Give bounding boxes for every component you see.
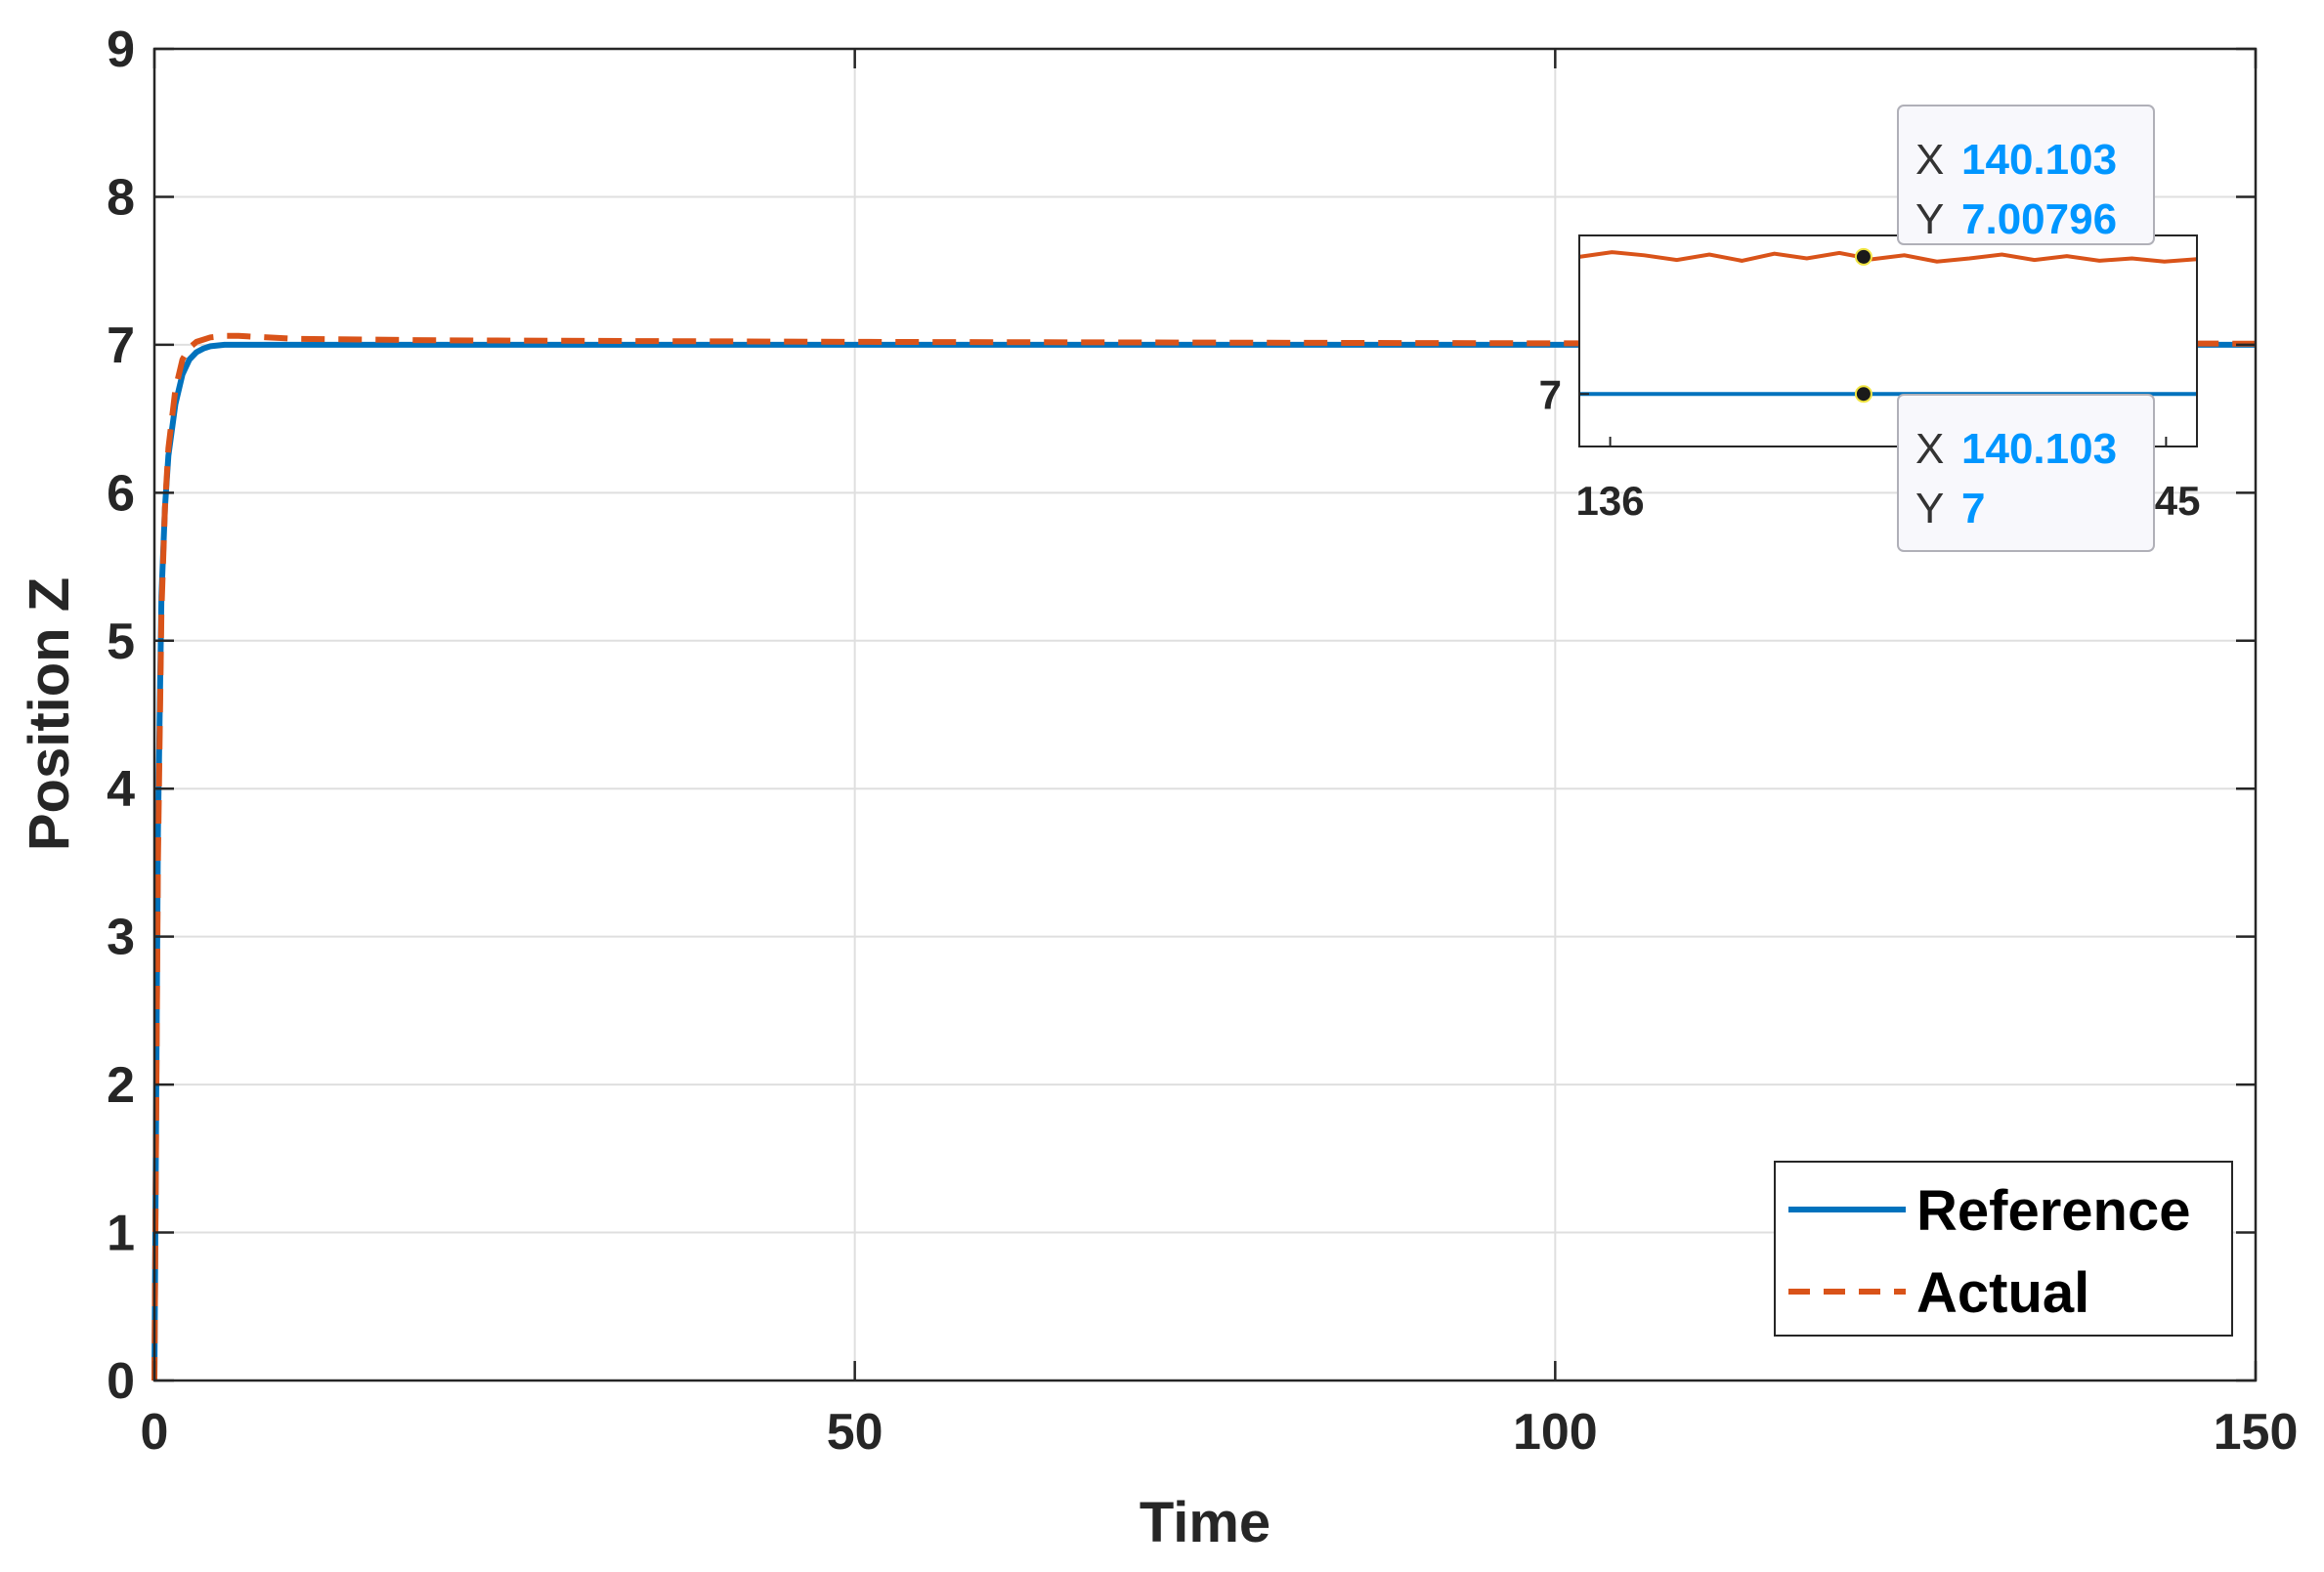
inset-x-tick-label: 136 bbox=[1576, 478, 1645, 524]
x-tick-label: 100 bbox=[1513, 1404, 1598, 1461]
x-axis-label: Time bbox=[1140, 1491, 1270, 1554]
ticks bbox=[152, 47, 2258, 1382]
y-tick-label: 9 bbox=[107, 21, 135, 78]
datatip-box bbox=[1897, 105, 2155, 245]
datatip-marker-reference[interactable] bbox=[1854, 385, 1872, 404]
y-tick-label: 0 bbox=[107, 1353, 135, 1410]
series-layer bbox=[151, 332, 2257, 1381]
y-tick-label: 2 bbox=[107, 1057, 135, 1114]
datatip-reference[interactable]: X 140.103 Y 7 bbox=[1897, 394, 2155, 552]
x-tick-label: 150 bbox=[2214, 1404, 2299, 1461]
datatip-y-key: Y bbox=[1915, 485, 1944, 532]
plot-frame bbox=[152, 47, 2258, 1382]
y-tick-label: 3 bbox=[107, 910, 135, 966]
datatip-actual[interactable]: X 140.103 Y 7.00796 bbox=[1897, 105, 2155, 245]
datatip-x-value: 140.103 bbox=[1961, 136, 2117, 184]
inset-frame bbox=[1578, 234, 2198, 447]
inset-actual-line bbox=[1578, 250, 2198, 264]
datatip-y-key: Y bbox=[1915, 195, 1944, 243]
y-tick-label: 5 bbox=[107, 614, 135, 670]
y-tick-label: 7 bbox=[107, 318, 135, 374]
legend-label-reference: Reference bbox=[1916, 1179, 2190, 1243]
legend: Reference Actual bbox=[1774, 1161, 2233, 1337]
series-line-actual bbox=[151, 332, 2257, 1381]
tick-labels: 0 50 100 150 0 1 2 3 4 5 6 7 8 9 bbox=[107, 21, 2298, 1461]
datatip-x-value: 140.103 bbox=[1961, 425, 2117, 473]
y-tick-label: 4 bbox=[107, 761, 135, 818]
y-tick-label: 8 bbox=[107, 169, 135, 226]
datatip-x-key: X bbox=[1915, 136, 1944, 184]
inset-ticks bbox=[1579, 393, 2168, 446]
datatip-y-value: 7.00796 bbox=[1961, 195, 2117, 243]
datatip-box bbox=[1897, 394, 2155, 552]
y-axis-label: Position Z bbox=[18, 577, 81, 851]
x-tick-label: 0 bbox=[141, 1404, 169, 1461]
datatip-y-value: 7 bbox=[1961, 485, 1985, 532]
legend-label-actual: Actual bbox=[1916, 1261, 2089, 1325]
y-tick-label: 6 bbox=[107, 465, 135, 522]
inset-y-tick-label: 7 bbox=[1539, 371, 1562, 417]
datatip-marker-actual[interactable] bbox=[1854, 247, 1872, 266]
x-tick-label: 50 bbox=[827, 1404, 883, 1461]
y-tick-label: 1 bbox=[107, 1206, 135, 1262]
datatip-x-key: X bbox=[1915, 425, 1944, 473]
legend-box bbox=[1774, 1161, 2233, 1337]
